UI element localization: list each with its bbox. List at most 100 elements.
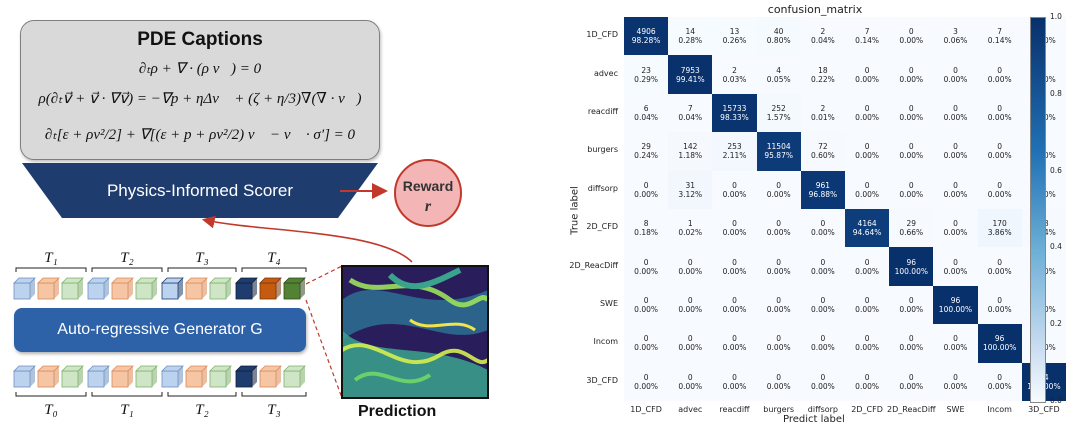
top-token-brackets bbox=[15, 267, 307, 272]
matrix-cell: 142 1.18% bbox=[668, 132, 713, 171]
cell-count: 0 bbox=[643, 180, 649, 190]
top-token-label: T₁ bbox=[44, 250, 58, 266]
cell-count: 0 bbox=[687, 372, 693, 382]
token-block bbox=[87, 277, 110, 300]
cell-count: 0 bbox=[864, 103, 870, 113]
cell-count: 0 bbox=[732, 219, 737, 229]
matrix-cell: 3 0.06% bbox=[933, 17, 978, 56]
matrix-cell: 96 100.00% bbox=[933, 285, 978, 325]
cell-count: 96 bbox=[906, 257, 917, 267]
x-tick-label: 2D_ReacDiff bbox=[887, 405, 936, 414]
cell-count: 0 bbox=[776, 180, 782, 190]
cell-count: 0 bbox=[997, 295, 1003, 305]
matrix-cell: 23 0.29% bbox=[624, 55, 669, 94]
matrix-cell: 96 100.00% bbox=[977, 324, 1022, 363]
y-tick-label: advec bbox=[593, 68, 618, 78]
cell-count: 0 bbox=[997, 103, 1003, 113]
cell-count: 0 bbox=[953, 103, 958, 113]
cell-count: 0 bbox=[908, 27, 914, 37]
cell-percent: 0.06% bbox=[943, 36, 968, 46]
matrix-cell: 170 3.86% bbox=[977, 209, 1022, 248]
cell-count: 6 bbox=[643, 103, 649, 113]
y-tick-label: Incom bbox=[593, 337, 618, 347]
token-block bbox=[61, 277, 84, 300]
token-block bbox=[185, 277, 208, 300]
cell-count: 0 bbox=[820, 372, 826, 382]
cell-count: 31 bbox=[685, 180, 696, 190]
matrix-cell: 7953 99.41% bbox=[668, 55, 713, 94]
cell-count: 0 bbox=[997, 142, 1003, 152]
token-block bbox=[13, 277, 36, 300]
cell-percent: 0.00% bbox=[899, 36, 924, 46]
token-block bbox=[61, 365, 84, 388]
cell-count: 14 bbox=[685, 27, 696, 37]
matrix-cell: 8 0.18% bbox=[624, 209, 669, 248]
cell-count: 0 bbox=[732, 180, 737, 190]
cell-count: 0 bbox=[953, 65, 958, 75]
matrix-cell: 4906 98.28% bbox=[624, 17, 669, 56]
cell-percent: 3.12% bbox=[678, 189, 703, 199]
cell-percent: 0.00% bbox=[943, 189, 968, 199]
colorbar-tick-label: 0.2 bbox=[1050, 319, 1062, 329]
cell-count: 1 bbox=[687, 219, 693, 229]
cell-percent: 0.02% bbox=[678, 228, 703, 238]
matrix-cell: 961 96.88% bbox=[800, 170, 845, 209]
prediction-connector-top bbox=[305, 265, 343, 285]
cell-count: 0 bbox=[776, 219, 782, 229]
token-block bbox=[37, 365, 60, 388]
cell-percent: 0.22% bbox=[810, 74, 835, 84]
cell-percent: 0.00% bbox=[987, 381, 1012, 391]
physics-informed-scorer-shape bbox=[22, 163, 378, 218]
equation-energy: ∂ₜ[ε + ρv²/2] + ∇[(ε + p + ρv²/2) v⃗ − v… bbox=[44, 127, 356, 143]
pde-captions-box: PDE Captions ∂ₜρ + ∇ · (ρ v⃗) = 0 ρ(∂ₜv⃗… bbox=[20, 20, 380, 160]
cell-percent: 0.00% bbox=[943, 228, 968, 238]
cell-percent: 0.00% bbox=[899, 343, 924, 353]
cell-percent: 0.00% bbox=[634, 381, 658, 391]
cell-percent: 96.88% bbox=[808, 189, 838, 199]
cell-count: 2 bbox=[820, 103, 826, 113]
cell-count: 0 bbox=[820, 295, 826, 305]
cell-count: 0 bbox=[732, 372, 737, 382]
y-tick-label: burgers bbox=[587, 145, 618, 155]
cell-count: 0 bbox=[776, 372, 782, 382]
cell-percent: 0.00% bbox=[855, 112, 879, 122]
top-token-blocks bbox=[13, 277, 306, 300]
cell-percent: 0.00% bbox=[987, 74, 1012, 84]
cell-count: 40 bbox=[773, 27, 784, 37]
cell-count: 170 bbox=[992, 219, 1007, 229]
cell-count: 7953 bbox=[680, 65, 700, 75]
colorbar-tick-label: 0.8 bbox=[1050, 88, 1062, 98]
matrix-cell: 4164 94.64% bbox=[845, 209, 890, 248]
colorbar-tick-label: 0.0 bbox=[1050, 396, 1062, 405]
cell-percent: 0.00% bbox=[987, 304, 1012, 314]
equation-continuity: ∂ₜρ + ∇ · (ρ v⃗) = 0 bbox=[138, 61, 262, 77]
cell-count: 0 bbox=[820, 257, 826, 267]
cell-count: 0 bbox=[953, 257, 958, 267]
cell-percent: 0.00% bbox=[678, 304, 703, 314]
cell-percent: 0.00% bbox=[678, 381, 703, 391]
token-block bbox=[209, 365, 232, 388]
cell-count: 7 bbox=[864, 27, 870, 37]
y-tick-label: 2D_CFD bbox=[586, 222, 618, 232]
token-block bbox=[161, 277, 184, 300]
cell-percent: 1.18% bbox=[678, 151, 703, 161]
cell-percent: 2.11% bbox=[722, 151, 747, 161]
cell-count: 0 bbox=[908, 142, 914, 152]
